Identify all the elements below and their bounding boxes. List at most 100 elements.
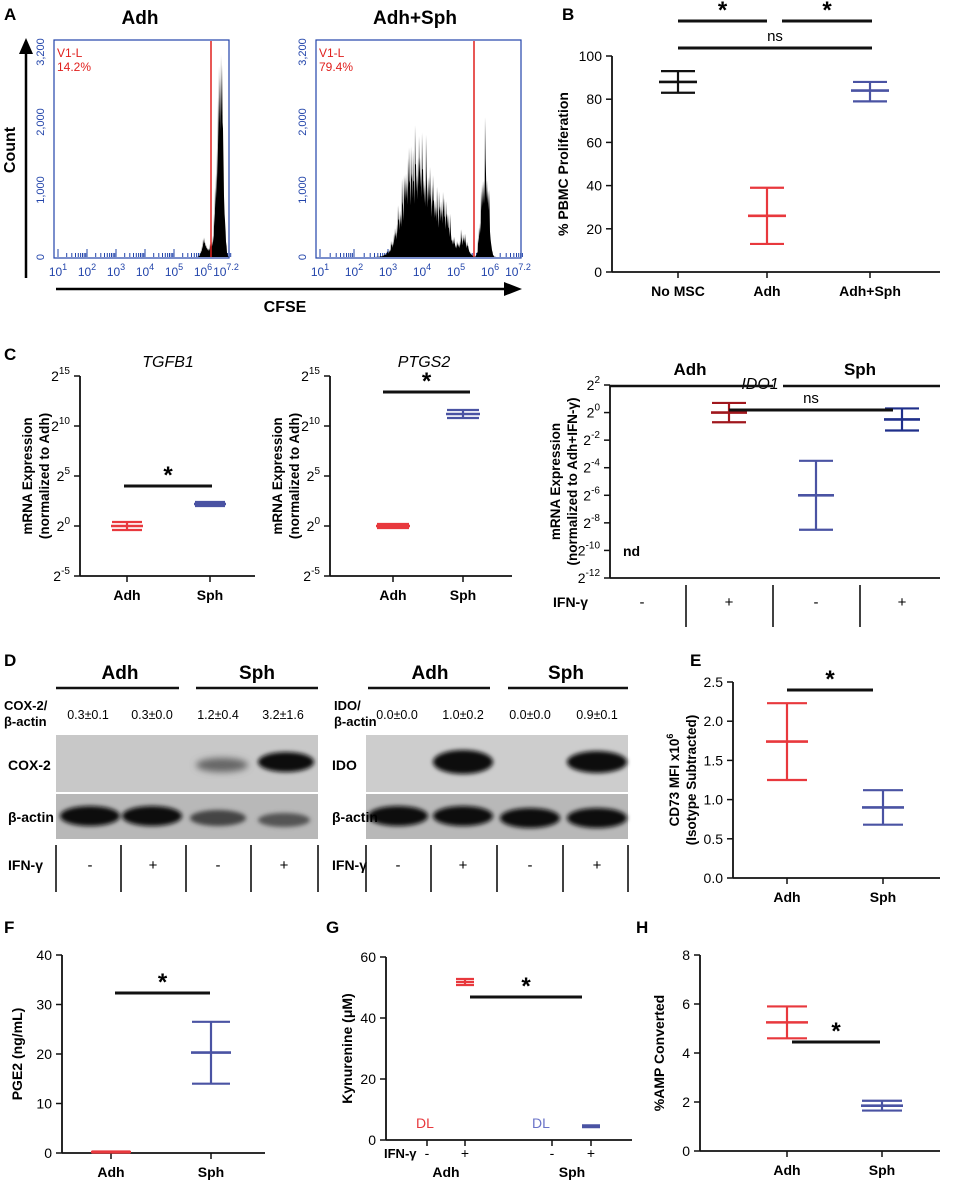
d-right-ratio-1: 0.0±0.0 (376, 708, 418, 722)
ptgs2-adh-mean-box (379, 523, 407, 529)
x-tick-label: Sph (197, 587, 223, 603)
y-axis-label-text: mRNA Expression (270, 417, 285, 534)
y-tick-label: 4 (682, 1045, 690, 1061)
hist-right-frame (315, 39, 522, 259)
y-tick-label-base: 2 (51, 368, 59, 384)
cfse-arrow-head (504, 282, 522, 296)
significance-label: * (158, 969, 168, 996)
blot-left-actin-band-1 (60, 806, 120, 826)
y-tick-label: 60 (586, 134, 602, 150)
y-tick-label-exp: -8 (591, 513, 600, 524)
y-tick-label: 2-6 (583, 485, 600, 503)
d-left-ifn-label: IFN-γ (8, 857, 43, 873)
hist-left-frame (53, 39, 230, 259)
y-tick-label-base: 2 (583, 515, 591, 531)
y-tick-label-exp: -4 (591, 458, 600, 469)
y-tick-label: 0 (682, 1143, 690, 1159)
y-tick-label: 80 (586, 91, 602, 107)
y-axis-label-text: mRNA Expression (548, 423, 563, 540)
y-axis-label-line2: (normalized to Adh) (37, 413, 52, 539)
g-dl-sph: DL (532, 1115, 550, 1131)
y-tick-label: 0 (44, 1145, 52, 1161)
significance-label: * (822, 0, 832, 24)
cfse-axis-label: CFSE (264, 299, 307, 316)
ido1-ifn-state-4: + (898, 594, 907, 611)
y-tick-label: 20 (587, 403, 601, 421)
d-left-group-sph: Sph (239, 663, 275, 684)
ido1-ifn-state-3: - (814, 594, 819, 611)
ido1-header-adh: Adh (673, 360, 706, 379)
y-axis-label: mRNA Expression (20, 417, 35, 534)
hr-x3-base: 10 (379, 265, 393, 279)
y-tick-label-base: 2 (307, 518, 315, 534)
y-tick-label: 2-5 (53, 566, 70, 584)
panel-h-chart: 0 2 4 6 8 Adh Sph %AMP Converted * (651, 947, 940, 1178)
significance-label: ns (767, 28, 783, 45)
y-tick-label: 20 (586, 221, 602, 237)
hist-right-title: Adh+Sph (373, 8, 457, 29)
y-tick-label-exp: -6 (591, 485, 600, 496)
hr-x-10-5: 105 (447, 262, 465, 279)
hr-x3-exp: 3 (392, 262, 397, 272)
hr-x4-base: 10 (413, 265, 427, 279)
blot-ido-band-2 (433, 750, 493, 774)
hl-x7-exp: 7.2 (226, 262, 239, 272)
y-axis-label: mRNA Expression (270, 417, 285, 534)
hr-x6-exp: 6 (494, 262, 499, 272)
g-xgroup-sph: Sph (559, 1164, 585, 1180)
y-tick-label: 2-4 (583, 458, 600, 476)
y-tick-label-base: 2 (578, 570, 586, 586)
ido1-ifn-state-1: - (640, 594, 645, 611)
d-left-ifn-state-1: - (88, 857, 93, 874)
blot-right-actin-band-4 (567, 808, 627, 828)
d-right-ifn-state-2: + (459, 857, 468, 874)
hl-x3-exp: 3 (120, 262, 125, 272)
y-tick-label: 10 (36, 1096, 52, 1112)
g-ifn-state-1: - (425, 1145, 430, 1161)
blot-right-actin-band-3 (500, 808, 560, 828)
x-tick-label: No MSC (651, 283, 705, 299)
d-right-ratio-label-2: β-actin (334, 714, 377, 729)
hist-left-title: Adh (122, 8, 159, 29)
d-left-ratio-1: 0.3±0.1 (67, 708, 109, 722)
d-right-ifn-state-1: - (396, 857, 401, 874)
y-tick-label: 215 (51, 366, 70, 384)
hr-x7-base: 10 (505, 265, 519, 279)
y-tick-label: 6 (682, 996, 690, 1012)
y-tick-label-exp: 0 (314, 516, 320, 527)
d-right-group-adh: Adh (412, 663, 449, 684)
hl-x7-base: 10 (213, 265, 227, 279)
y-tick-label-base: 2 (301, 418, 309, 434)
blot-cox2-label: COX-2 (8, 757, 51, 773)
d-left-ratio-label-2: β-actin (4, 714, 47, 729)
hl-x6-exp: 6 (207, 262, 212, 272)
y-axis-label-exp: 6 (665, 734, 675, 739)
y-tick-label-exp: 0 (594, 403, 600, 414)
hl-x2-base: 10 (78, 265, 92, 279)
hl-x-10-3: 103 (107, 262, 125, 279)
y-tick-label-exp: 15 (59, 366, 71, 377)
blot-left-actin-band-3 (190, 810, 246, 826)
blot-cox2-band-4 (258, 752, 314, 772)
hist-right-ytick-3200: 3,200 (297, 38, 309, 66)
g-ifn-label: IFN-γ (384, 1146, 417, 1161)
count-axis-label: Count (2, 126, 19, 173)
hl-x1-exp: 1 (62, 262, 67, 272)
g-xgroup-adh: Adh (432, 1164, 459, 1180)
hl-x5-exp: 5 (178, 262, 183, 272)
panel-letter-c: C (4, 345, 16, 364)
hist-left-ytick-1000: 1,000 (35, 176, 47, 204)
panel-f-chart: 0 10 20 30 40 Adh Sph PGE2 (ng/mL) * (9, 947, 265, 1180)
significance-label: * (718, 0, 728, 24)
hist-right-ytick-1000: 1,000 (297, 176, 309, 204)
hr-x2-base: 10 (345, 265, 359, 279)
chart-title: TGFB1 (142, 354, 194, 371)
d-left-ratio-3: 1.2±0.4 (197, 708, 239, 722)
d-right-ifn-state-4: + (593, 857, 602, 874)
y-tick-label-exp: -10 (586, 540, 601, 551)
d-right-group-sph: Sph (548, 663, 584, 684)
